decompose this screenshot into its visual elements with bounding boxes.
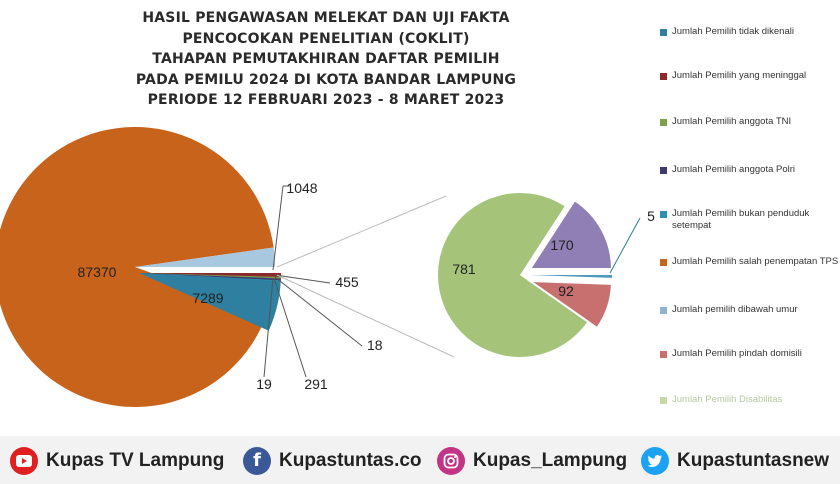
data-label: 92 bbox=[558, 283, 574, 299]
data-label: 781 bbox=[452, 261, 476, 277]
legend-item: Jumlah Pemilih anggota Polri bbox=[660, 164, 840, 176]
social-label: Kupastuntas.co bbox=[279, 450, 422, 471]
connector-line bbox=[276, 274, 455, 358]
social-youtube[interactable]: Kupas TV Lampung bbox=[10, 446, 224, 476]
social-label: Kupas TV Lampung bbox=[46, 450, 225, 471]
leader-line-18 bbox=[274, 276, 363, 347]
legend: Jumlah Pemilih tidak dikenali Jumlah Pemi… bbox=[660, 0, 840, 420]
data-label: 5 bbox=[647, 208, 655, 224]
detail-slice-170 bbox=[528, 198, 614, 270]
twitter-icon bbox=[641, 447, 669, 475]
legend-item: Jumlah pemilih dibawah umur bbox=[660, 304, 840, 316]
legend-item: Jumlah Pemilih bukan penduduk setempat bbox=[660, 208, 840, 232]
data-label: 170 bbox=[550, 237, 574, 253]
legend-swatch bbox=[660, 259, 667, 266]
legend-item: Jumlah Pemilih Disabilitas bbox=[660, 394, 840, 406]
youtube-icon bbox=[10, 447, 38, 475]
leader-line-19 bbox=[263, 277, 274, 378]
legend-label: Jumlah Pemilih pindah domisili bbox=[672, 348, 802, 359]
data-label: 1048 bbox=[286, 180, 317, 196]
social-label: Kupastuntasnew bbox=[677, 450, 830, 471]
legend-label: Jumlah pemilih dibawah umur bbox=[672, 304, 798, 315]
social-instagram[interactable]: Kupas_Lampung bbox=[437, 446, 627, 476]
leader-line-455 bbox=[274, 274, 331, 284]
data-label: 19 bbox=[256, 376, 272, 392]
legend-swatch bbox=[660, 73, 667, 80]
legend-item: Jumlah Pemilih pindah domisili bbox=[660, 348, 840, 360]
data-label: 291 bbox=[304, 376, 328, 392]
title-line: HASIL PENGAWASAN MELEKAT DAN UJI FAKTA bbox=[142, 10, 510, 26]
pie-slice-salah-penempatan bbox=[0, 127, 274, 407]
instagram-icon bbox=[437, 447, 465, 475]
legend-swatch bbox=[660, 397, 667, 404]
connector-line bbox=[276, 195, 447, 268]
legend-swatch bbox=[660, 351, 667, 358]
title-line: PERIODE 12 FEBRUARI 2023 - 8 MARET 2023 bbox=[147, 92, 505, 108]
social-twitter[interactable]: Kupastuntasnew bbox=[641, 446, 829, 476]
pie-chart: 87370 7289 1048 455 18 291 19 781 170 92 5 bbox=[0, 127, 655, 407]
social-label: Kupas_Lampung bbox=[473, 450, 628, 471]
pie-slice-polri bbox=[139, 273, 281, 281]
data-label: 18 bbox=[367, 337, 383, 353]
leader-line-5 bbox=[609, 217, 641, 274]
legend-label: Jumlah Pemilih bukan penduduk setempat bbox=[672, 208, 810, 231]
leader-line-291 bbox=[273, 277, 307, 378]
detail-slice-5 bbox=[530, 275, 612, 278]
social-footer: Kupas TV Lampung f Kupastuntas.co Kupas_… bbox=[0, 436, 840, 484]
pie-slice-dibawah-umur bbox=[135, 247, 276, 267]
legend-label: Jumlah Pemilih salah penempatan TPS bbox=[672, 256, 839, 267]
legend-item: Jumlah Pemilih tidak dikenali bbox=[660, 26, 840, 38]
detail-slice-disabilitas bbox=[437, 192, 588, 357]
pie-slice-meninggal bbox=[139, 273, 281, 277]
social-facebook[interactable]: f Kupastuntas.co bbox=[243, 446, 422, 476]
title-line: TAHAPAN PEMUTAKHIRAN DAFTAR PEMILIH bbox=[152, 51, 500, 67]
legend-swatch bbox=[660, 119, 667, 126]
legend-label: Jumlah Pemilih tidak dikenali bbox=[672, 26, 794, 37]
title-line: PADA PEMILU 2024 DI KOTA BANDAR LAMPUNG bbox=[135, 71, 517, 88]
title-line: PENCOCOKAN PENELITIAN (COKLIT) bbox=[182, 30, 470, 47]
facebook-icon: f bbox=[243, 447, 271, 475]
chart-title: HASIL PENGAWASAN MELEKAT DAN UJI FAKTA P… bbox=[98, 8, 554, 111]
legend-swatch bbox=[660, 29, 667, 36]
legend-label: Jumlah Pemilih anggota Polri bbox=[672, 164, 796, 175]
data-label: 455 bbox=[335, 274, 359, 290]
legend-label: Jumlah Pemilih Disabilitas bbox=[672, 394, 783, 405]
data-label: 87370 bbox=[78, 264, 117, 280]
data-label: 7289 bbox=[192, 290, 223, 306]
legend-item: Jumlah Pemilih anggota TNI bbox=[660, 116, 840, 128]
pie-slice-tni bbox=[139, 273, 281, 279]
pie-slice-bukan-penduduk bbox=[139, 273, 281, 282]
legend-item: Jumlah Pemilih yang meninggal bbox=[660, 70, 840, 82]
detail-slice-pindah-domisili bbox=[526, 279, 613, 330]
legend-swatch bbox=[660, 307, 667, 314]
legend-label: Jumlah Pemilih yang meninggal bbox=[672, 70, 807, 81]
pie-slice-tidak-dikenali bbox=[139, 273, 281, 331]
legend-swatch bbox=[660, 211, 667, 218]
legend-item: Jumlah Pemilih salah penempatan TPS bbox=[660, 256, 840, 268]
legend-swatch bbox=[660, 167, 667, 174]
legend-label: Jumlah Pemilih anggota TNI bbox=[672, 116, 792, 127]
leader-line-1048 bbox=[272, 185, 284, 271]
